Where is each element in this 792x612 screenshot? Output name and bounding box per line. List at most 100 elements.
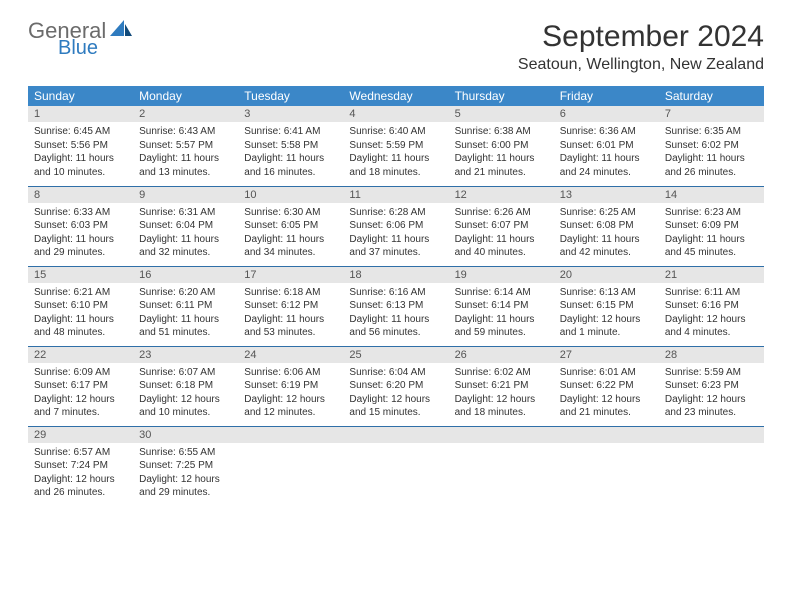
day-number: 25	[343, 347, 448, 363]
day-cell: 11Sunrise: 6:28 AMSunset: 6:06 PMDayligh…	[343, 186, 448, 266]
day-details: Sunrise: 6:20 AMSunset: 6:11 PMDaylight:…	[133, 283, 238, 346]
day-details: Sunrise: 6:13 AMSunset: 6:15 PMDaylight:…	[554, 283, 659, 346]
weekday-header: Saturday	[659, 86, 764, 106]
day-number: 29	[28, 427, 133, 443]
day-number: 9	[133, 187, 238, 203]
day-details: Sunrise: 6:41 AMSunset: 5:58 PMDaylight:…	[238, 122, 343, 185]
day-number: 17	[238, 267, 343, 283]
day-cell: 19Sunrise: 6:14 AMSunset: 6:14 PMDayligh…	[449, 266, 554, 346]
day-details: Sunrise: 6:43 AMSunset: 5:57 PMDaylight:…	[133, 122, 238, 185]
day-details: Sunrise: 6:16 AMSunset: 6:13 PMDaylight:…	[343, 283, 448, 346]
weekday-header-row: Sunday Monday Tuesday Wednesday Thursday…	[28, 86, 764, 106]
day-number: 12	[449, 187, 554, 203]
location-text: Seatoun, Wellington, New Zealand	[518, 56, 764, 74]
day-number: 10	[238, 187, 343, 203]
day-number: 16	[133, 267, 238, 283]
day-details: Sunrise: 6:23 AMSunset: 6:09 PMDaylight:…	[659, 203, 764, 266]
day-number: 30	[133, 427, 238, 443]
day-cell: 8Sunrise: 6:33 AMSunset: 6:03 PMDaylight…	[28, 186, 133, 266]
day-cell: 30Sunrise: 6:55 AMSunset: 7:25 PMDayligh…	[133, 426, 238, 506]
calendar-row: 15Sunrise: 6:21 AMSunset: 6:10 PMDayligh…	[28, 266, 764, 346]
empty-day-cell	[449, 426, 554, 506]
day-cell: 12Sunrise: 6:26 AMSunset: 6:07 PMDayligh…	[449, 186, 554, 266]
day-details: Sunrise: 6:36 AMSunset: 6:01 PMDaylight:…	[554, 122, 659, 185]
day-details: Sunrise: 6:30 AMSunset: 6:05 PMDaylight:…	[238, 203, 343, 266]
day-number: 2	[133, 106, 238, 122]
day-cell: 22Sunrise: 6:09 AMSunset: 6:17 PMDayligh…	[28, 346, 133, 426]
day-number: 7	[659, 106, 764, 122]
day-cell: 15Sunrise: 6:21 AMSunset: 6:10 PMDayligh…	[28, 266, 133, 346]
day-cell: 20Sunrise: 6:13 AMSunset: 6:15 PMDayligh…	[554, 266, 659, 346]
day-details: Sunrise: 6:28 AMSunset: 6:06 PMDaylight:…	[343, 203, 448, 266]
day-details: Sunrise: 6:33 AMSunset: 6:03 PMDaylight:…	[28, 203, 133, 266]
day-cell: 23Sunrise: 6:07 AMSunset: 6:18 PMDayligh…	[133, 346, 238, 426]
day-cell: 6Sunrise: 6:36 AMSunset: 6:01 PMDaylight…	[554, 106, 659, 186]
day-details: Sunrise: 6:40 AMSunset: 5:59 PMDaylight:…	[343, 122, 448, 185]
day-cell: 26Sunrise: 6:02 AMSunset: 6:21 PMDayligh…	[449, 346, 554, 426]
day-number: 15	[28, 267, 133, 283]
day-details: Sunrise: 6:21 AMSunset: 6:10 PMDaylight:…	[28, 283, 133, 346]
day-cell: 25Sunrise: 6:04 AMSunset: 6:20 PMDayligh…	[343, 346, 448, 426]
empty-day-cell	[659, 426, 764, 506]
day-number: 20	[554, 267, 659, 283]
day-number: 6	[554, 106, 659, 122]
day-number: 1	[28, 106, 133, 122]
day-details: Sunrise: 6:55 AMSunset: 7:25 PMDaylight:…	[133, 443, 238, 506]
day-number: 18	[343, 267, 448, 283]
day-details: Sunrise: 6:02 AMSunset: 6:21 PMDaylight:…	[449, 363, 554, 426]
empty-day-cell	[554, 426, 659, 506]
calendar-table: Sunday Monday Tuesday Wednesday Thursday…	[28, 86, 764, 506]
day-details: Sunrise: 6:26 AMSunset: 6:07 PMDaylight:…	[449, 203, 554, 266]
day-details: Sunrise: 6:09 AMSunset: 6:17 PMDaylight:…	[28, 363, 133, 426]
day-cell: 7Sunrise: 6:35 AMSunset: 6:02 PMDaylight…	[659, 106, 764, 186]
day-number: 11	[343, 187, 448, 203]
day-details: Sunrise: 6:14 AMSunset: 6:14 PMDaylight:…	[449, 283, 554, 346]
day-cell: 27Sunrise: 6:01 AMSunset: 6:22 PMDayligh…	[554, 346, 659, 426]
calendar-row: 22Sunrise: 6:09 AMSunset: 6:17 PMDayligh…	[28, 346, 764, 426]
day-cell: 4Sunrise: 6:40 AMSunset: 5:59 PMDaylight…	[343, 106, 448, 186]
day-number: 27	[554, 347, 659, 363]
calendar-row: 29Sunrise: 6:57 AMSunset: 7:24 PMDayligh…	[28, 426, 764, 506]
day-number: 8	[28, 187, 133, 203]
day-details: Sunrise: 6:07 AMSunset: 6:18 PMDaylight:…	[133, 363, 238, 426]
day-details: Sunrise: 6:31 AMSunset: 6:04 PMDaylight:…	[133, 203, 238, 266]
empty-day-cell	[343, 426, 448, 506]
month-title: September 2024	[518, 20, 764, 54]
empty-day-cell	[238, 426, 343, 506]
weekday-header: Monday	[133, 86, 238, 106]
day-cell: 13Sunrise: 6:25 AMSunset: 6:08 PMDayligh…	[554, 186, 659, 266]
day-cell: 16Sunrise: 6:20 AMSunset: 6:11 PMDayligh…	[133, 266, 238, 346]
day-number: 28	[659, 347, 764, 363]
day-details: Sunrise: 6:18 AMSunset: 6:12 PMDaylight:…	[238, 283, 343, 346]
day-details: Sunrise: 6:01 AMSunset: 6:22 PMDaylight:…	[554, 363, 659, 426]
day-details: Sunrise: 5:59 AMSunset: 6:23 PMDaylight:…	[659, 363, 764, 426]
day-number: 13	[554, 187, 659, 203]
day-number: 3	[238, 106, 343, 122]
weekday-header: Tuesday	[238, 86, 343, 106]
day-number: 21	[659, 267, 764, 283]
day-cell: 1Sunrise: 6:45 AMSunset: 5:56 PMDaylight…	[28, 106, 133, 186]
day-cell: 21Sunrise: 6:11 AMSunset: 6:16 PMDayligh…	[659, 266, 764, 346]
logo: General Blue	[28, 20, 132, 58]
day-number: 22	[28, 347, 133, 363]
day-number: 23	[133, 347, 238, 363]
day-details: Sunrise: 6:06 AMSunset: 6:19 PMDaylight:…	[238, 363, 343, 426]
day-cell: 3Sunrise: 6:41 AMSunset: 5:58 PMDaylight…	[238, 106, 343, 186]
day-cell: 17Sunrise: 6:18 AMSunset: 6:12 PMDayligh…	[238, 266, 343, 346]
day-number: 24	[238, 347, 343, 363]
weekday-header: Friday	[554, 86, 659, 106]
weekday-header: Sunday	[28, 86, 133, 106]
day-details: Sunrise: 6:04 AMSunset: 6:20 PMDaylight:…	[343, 363, 448, 426]
day-details: Sunrise: 6:25 AMSunset: 6:08 PMDaylight:…	[554, 203, 659, 266]
day-cell: 5Sunrise: 6:38 AMSunset: 6:00 PMDaylight…	[449, 106, 554, 186]
day-cell: 28Sunrise: 5:59 AMSunset: 6:23 PMDayligh…	[659, 346, 764, 426]
day-cell: 14Sunrise: 6:23 AMSunset: 6:09 PMDayligh…	[659, 186, 764, 266]
day-details: Sunrise: 6:38 AMSunset: 6:00 PMDaylight:…	[449, 122, 554, 185]
calendar-row: 1Sunrise: 6:45 AMSunset: 5:56 PMDaylight…	[28, 106, 764, 186]
day-details: Sunrise: 6:35 AMSunset: 6:02 PMDaylight:…	[659, 122, 764, 185]
day-number: 5	[449, 106, 554, 122]
day-cell: 9Sunrise: 6:31 AMSunset: 6:04 PMDaylight…	[133, 186, 238, 266]
day-number: 14	[659, 187, 764, 203]
title-block: September 2024 Seatoun, Wellington, New …	[518, 20, 764, 74]
day-number: 19	[449, 267, 554, 283]
